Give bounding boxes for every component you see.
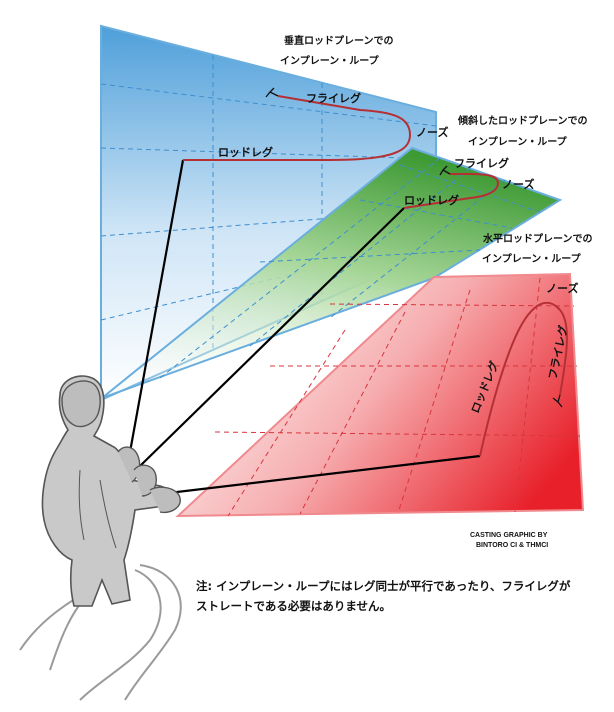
- vertical-fly-leg-label: フライレグ: [306, 91, 361, 105]
- horizontal-plane-grid: [214, 277, 581, 517]
- vertical-nose-label: ノーズ: [416, 125, 448, 139]
- note-line1: 注: インプレーン・ループにはレグ同士が平行であったり、フライレグが: [196, 579, 571, 593]
- loop-horizontal: [479, 301, 568, 457]
- tilted-plane-grid: [159, 157, 541, 379]
- tilted-nose-label: ノーズ: [502, 177, 534, 191]
- note-line2: ストレートである必要はありません。: [196, 599, 391, 613]
- loop-tilted: [403, 173, 500, 209]
- tilted-fly-leg-label: フライレグ: [454, 156, 509, 170]
- vertical-rod-leg-label: ロッドレグ: [218, 145, 273, 159]
- credit: CASTING GRAPHIC BY BINTORO CI & THMCI: [470, 532, 548, 549]
- rod-vertical: [128, 159, 185, 453]
- rod-horizontal: [159, 454, 481, 496]
- loop-vertical: [183, 95, 412, 161]
- loops: [183, 95, 568, 457]
- fly-tip-horizontal-icon: [552, 394, 563, 408]
- fly-tip-tilted-icon: [439, 165, 451, 176]
- rod-tilted: [139, 207, 405, 467]
- footnote: 注: インプレーン・ループにはレグ同士が平行であったり、フライレグが ストレート…: [196, 579, 571, 613]
- angler-hand: [133, 464, 157, 497]
- angler-figure: [19, 375, 182, 701]
- angler-head: [61, 380, 101, 428]
- credit-line2: BINTORO CI & THMCI: [476, 542, 548, 549]
- horizontal-nose-label: ノーズ: [546, 281, 578, 295]
- tilted-title-line2: インプレーン・ループ: [468, 135, 568, 148]
- tilted-plane-title: 傾斜したロッドプレーンでの インプレーン・ループ: [457, 114, 588, 148]
- horizontal-title-line1: 水平ロッドプレーンでの: [482, 232, 593, 245]
- tilted-title-line1: 傾斜したロッドプレーンでの: [457, 114, 588, 127]
- credit-line1: CASTING GRAPHIC BY: [470, 532, 548, 539]
- horizontal-plane-surface: [175, 272, 585, 518]
- horizontal-plane: [175, 272, 585, 518]
- horizontal-title-line2: インプレーン・ループ: [482, 252, 582, 265]
- fly-tips: [265, 87, 563, 408]
- vertical-title-line2: インプレーン・ループ: [280, 54, 380, 67]
- angler-body: [41, 375, 170, 607]
- rods: [128, 159, 481, 496]
- vertical-title-line1: 垂直ロッドプレーンでの: [284, 34, 394, 47]
- angler-wader-lines: [78, 469, 117, 549]
- fly-tip-vertical-icon: [265, 87, 279, 98]
- tilted-rod-leg-label: ロッドレグ: [404, 193, 459, 207]
- horizontal-plane-title: 水平ロッドプレーンでの インプレーン・ループ: [482, 232, 593, 265]
- vertical-plane-title: 垂直ロッドプレーンでの インプレーン・ループ: [280, 34, 394, 67]
- angler-hand-lower: [149, 486, 181, 514]
